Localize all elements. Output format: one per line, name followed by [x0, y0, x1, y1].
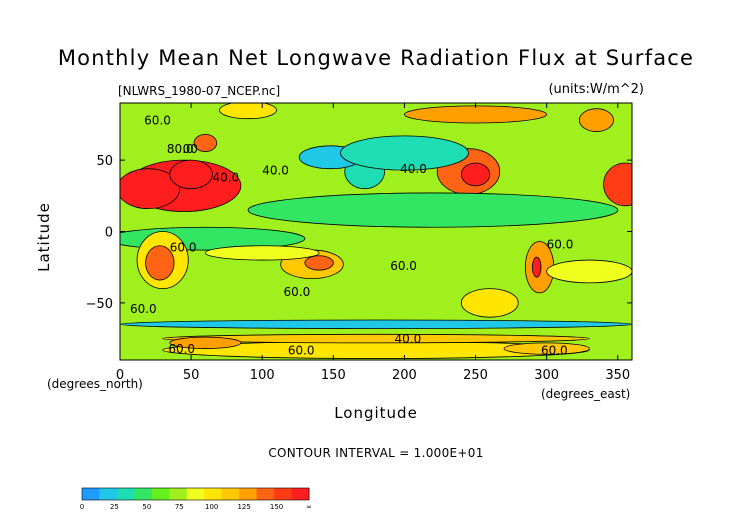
colorbar-segment: [134, 488, 153, 500]
contour-region: [120, 319, 632, 329]
contour-region: [340, 135, 469, 171]
contour-label: 60.0: [284, 285, 311, 299]
contour-region: [169, 159, 213, 190]
contour-region: [404, 105, 548, 124]
x-tick-label: 200: [392, 368, 417, 383]
contour-region: [219, 103, 277, 120]
contour-region: [162, 333, 590, 344]
contour-region: [532, 256, 542, 278]
y-axis-units: (degrees_north): [47, 377, 143, 391]
colorbar-segment: [82, 488, 100, 500]
plot-area: [120, 103, 632, 360]
x-tick-label: 300: [534, 368, 559, 383]
colorbar-segment: [291, 488, 310, 500]
contour-region: [603, 162, 632, 207]
contour-region: [546, 259, 632, 284]
x-tick-label: 350: [605, 368, 630, 383]
colorbar-segment: [256, 488, 275, 500]
colorbar-tick-label: 50: [142, 503, 151, 511]
contour-label: 60.0: [288, 343, 315, 357]
contour-label: 40.0: [262, 163, 289, 177]
colorbar-tick-label: 150: [270, 503, 283, 511]
contour-region: [120, 168, 181, 210]
contour-label: 60.0: [144, 113, 171, 127]
contour-label: 40.0: [212, 171, 239, 185]
x-tick-label: 150: [321, 368, 346, 383]
colorbar-segment: [99, 488, 118, 500]
chart-title: Monthly Mean Net Longwave Radiation Flux…: [57, 46, 695, 70]
colorbar-frame: [81, 487, 310, 501]
x-tick-label: 50: [183, 368, 200, 383]
y-tick-label: 0: [105, 226, 113, 241]
contour-interval-note: CONTOUR INTERVAL = 1.000E+01: [268, 446, 484, 460]
y-tick-label: 50: [96, 154, 113, 169]
colorbar-segment: [186, 488, 205, 500]
contour-region: [304, 255, 334, 271]
x-tick-label: 100: [250, 368, 275, 383]
colorbar-tick-label: 25: [110, 503, 119, 511]
colorbar-segment: [239, 488, 258, 500]
contour-label: 60.0: [130, 302, 157, 316]
x-tick-label: 250: [463, 368, 488, 383]
contour-region: [204, 245, 320, 261]
x-tick-label: 0: [116, 368, 124, 383]
colorbar-segment: [221, 488, 240, 500]
colorbar-tick-label: 100: [205, 503, 218, 511]
x-axis-label: Longitude: [334, 404, 418, 422]
contour-label: 60.0: [390, 259, 417, 273]
colorbar-segment: [169, 488, 188, 500]
contour-region: [145, 245, 175, 281]
colorbar-segment: [204, 488, 223, 500]
colorbar-segment: [151, 488, 170, 500]
contour-label: 60.0: [170, 240, 197, 254]
dataset-filename: [NLWRS_1980-07_NCEP.nc]: [118, 84, 281, 98]
contour-label: 80.0: [167, 142, 194, 156]
contour-region: [460, 288, 519, 318]
contour-region: [503, 342, 590, 355]
axis-ticks: 0 50 100 150 200 250 300 350 50 0 −50: [86, 103, 632, 383]
contour-region: [193, 134, 218, 152]
colorbar: 0 25 50 75 100 125 150 ∞: [80, 487, 312, 511]
contour-labels: 60.0 80.000 40.0 40.0 40.0 60.0 60.0 60.0 60.0 60…: [130, 113, 573, 357]
colorbar-segment: [116, 488, 135, 500]
contour-label: 60.0: [541, 343, 568, 357]
colorbar-segment: [274, 488, 293, 500]
contour-label: 40.0: [400, 162, 427, 176]
y-tick-label: −50: [86, 297, 113, 312]
contour-label: 00: [183, 142, 198, 156]
contour-region: [169, 336, 242, 349]
x-axis-units: (degrees_east): [541, 387, 631, 401]
contour-region: [247, 192, 619, 228]
units-label: (units:W/m^2): [548, 82, 644, 97]
contour-region: [578, 108, 614, 132]
colorbar-tick-label: 75: [175, 503, 184, 511]
colorbar-tick-label: ∞: [306, 503, 312, 511]
colorbar-tick-label: 0: [80, 503, 84, 511]
contour-label: 40.0: [394, 332, 421, 346]
contour-region: [460, 162, 491, 187]
contour-label: 60.0: [168, 342, 195, 356]
contour-label: 60.0: [547, 238, 574, 252]
colorbar-tick-label: 125: [237, 503, 250, 511]
